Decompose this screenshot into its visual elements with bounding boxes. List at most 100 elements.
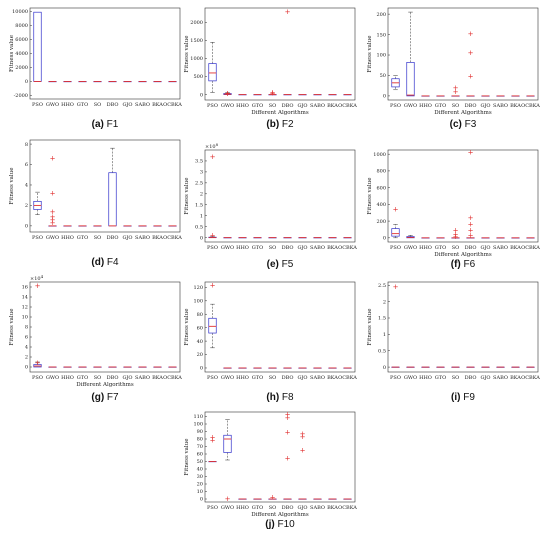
box-gwo — [406, 11, 415, 97]
outlier-mark: + — [453, 226, 459, 234]
y-tick-label: 2.5 — [195, 181, 203, 187]
chart-panel-f8: 0 20 40 60 80 100 120 Fitness value PSO GWO HHO GTO… — [184, 282, 357, 403]
box-gwo: ++ — [223, 89, 232, 98]
box-pso — [391, 75, 400, 91]
box-gwo: ++++++ — [48, 155, 57, 227]
outlier-mark: + — [285, 8, 291, 16]
y-tick-label: 600 — [376, 185, 386, 191]
x-tick-label: PSO — [207, 103, 218, 109]
y-tick-label: 1 — [200, 213, 203, 219]
chart-panel-f5: 0 0.5 1 1.5 2 2.5 3 3.5 ×108 Fitness value PSO GWO H… — [184, 142, 357, 270]
y-tick-label: 12 — [22, 305, 28, 311]
outlier-mark: + — [468, 214, 474, 222]
y-tick-label: 120 — [193, 285, 203, 291]
y-exponent-power: 8 — [216, 142, 219, 147]
y-tick-label: 2 — [200, 192, 203, 198]
y-tick-label: 20 — [197, 352, 203, 358]
plot-frame — [29, 7, 181, 100]
outlier-mark: + — [393, 206, 399, 214]
outlier-mark: + — [468, 49, 474, 57]
x-tick-label: SO — [94, 102, 102, 108]
box-so: ++ — [268, 89, 277, 98]
y-tick-label: 100 — [376, 53, 386, 59]
y-tick-label: 40 — [197, 467, 203, 473]
outlier-mark: + — [393, 283, 399, 291]
x-tick-label: SO — [452, 245, 460, 251]
y-tick-label: 0 — [200, 92, 203, 98]
y-tick-label: 2000 — [190, 20, 203, 26]
panel-function: F3 — [462, 119, 477, 130]
x-tick-label: SABO — [310, 245, 325, 251]
x-tick-label: GTO — [77, 235, 88, 241]
x-tick-label: OCBKA — [163, 235, 182, 241]
box-pso — [33, 11, 42, 82]
y-tick-label: 90 — [197, 429, 203, 435]
x-tick-label: GWO — [46, 235, 59, 241]
y-axis-label: Fitness value — [367, 178, 373, 215]
y-axis-label: Fitness value — [9, 168, 15, 205]
box-pso: + — [391, 283, 400, 368]
x-tick-label: GTO — [252, 375, 263, 381]
outlier-mark: + — [285, 410, 291, 418]
y-tick-label: 3.5 — [195, 159, 203, 165]
box-dbo: + + + — [466, 30, 475, 97]
x-tick-label: SABO — [493, 245, 508, 251]
outlier-mark: + — [300, 446, 306, 454]
x-tick-label: SABO — [310, 505, 325, 511]
x-tick-label: SO — [269, 375, 277, 381]
x-tick-label: GJO — [297, 505, 307, 511]
box-dbo: +++++ — [466, 149, 475, 240]
y-axis-label: Fitness value — [184, 309, 190, 346]
x-tick-label: PSO — [207, 245, 218, 251]
outlier-mark: + — [210, 282, 216, 290]
x-tick-label: SO — [269, 103, 277, 109]
y-tick-label: 0.5 — [378, 348, 386, 354]
panel-letter: (i) — [451, 392, 460, 403]
x-tick-label: DBO — [465, 245, 477, 251]
y-tick-label: 6000 — [15, 37, 28, 43]
x-tick-label: DBO — [282, 375, 294, 381]
y-tick-label: 8000 — [15, 23, 28, 29]
x-tick-label: OCBKA — [163, 102, 182, 108]
panel-function: F6 — [461, 259, 476, 270]
x-tick-label: OCBKA — [338, 245, 357, 251]
y-tick-label: 8 — [25, 325, 28, 331]
x-tick-label: SO — [452, 103, 460, 109]
box-iqr — [208, 63, 217, 82]
y-tick-label: 400 — [376, 202, 386, 208]
panel-function: F2 — [279, 119, 294, 130]
x-tick-label: OCBKA — [521, 103, 540, 109]
x-tick-label: GWO — [221, 375, 234, 381]
outlier-mark: + — [270, 90, 276, 98]
y-tick-label: 16 — [22, 285, 28, 291]
panel-letter: (g) — [91, 392, 104, 403]
y-tick-label: 1000 — [373, 152, 386, 158]
panel-caption: (e) F5 — [267, 259, 294, 270]
box-dbo — [108, 147, 117, 227]
y-tick-label: 3 — [200, 170, 203, 176]
x-tick-label: PSO — [32, 102, 43, 108]
outlier-mark: + — [453, 231, 459, 239]
chart-panel-f1: -2000 0 2000 4000 6000 8000 10000 Fitness value… — [9, 7, 182, 130]
x-tick-label: GJO — [122, 235, 132, 241]
box-pso — [208, 42, 217, 93]
x-tick-label: GTO — [252, 505, 263, 511]
y-tick-label: 14 — [22, 295, 28, 301]
y-axis-label: Fitness value — [367, 36, 373, 73]
y-tick-label: 200 — [376, 219, 386, 225]
y-tick-label: 20 — [197, 482, 203, 488]
y-tick-label: 10 — [197, 489, 203, 495]
outlier-mark: + — [453, 233, 459, 241]
x-tick-label: PSO — [207, 505, 218, 511]
y-tick-label: 4 — [25, 345, 28, 351]
y-tick-label: 6 — [25, 335, 28, 341]
chart-panel-f9: 0 0.5 1 1.5 2 2.5 Fitness value PSO GWO HHO GTO SO D… — [367, 281, 540, 403]
y-tick-label: 0 — [25, 224, 28, 230]
x-tick-label: SABO — [310, 375, 325, 381]
y-tick-label: 2.5 — [378, 283, 386, 289]
x-tick-label: HHO — [419, 245, 432, 251]
box-iqr — [108, 172, 117, 227]
outlier-mark: + — [300, 430, 306, 438]
